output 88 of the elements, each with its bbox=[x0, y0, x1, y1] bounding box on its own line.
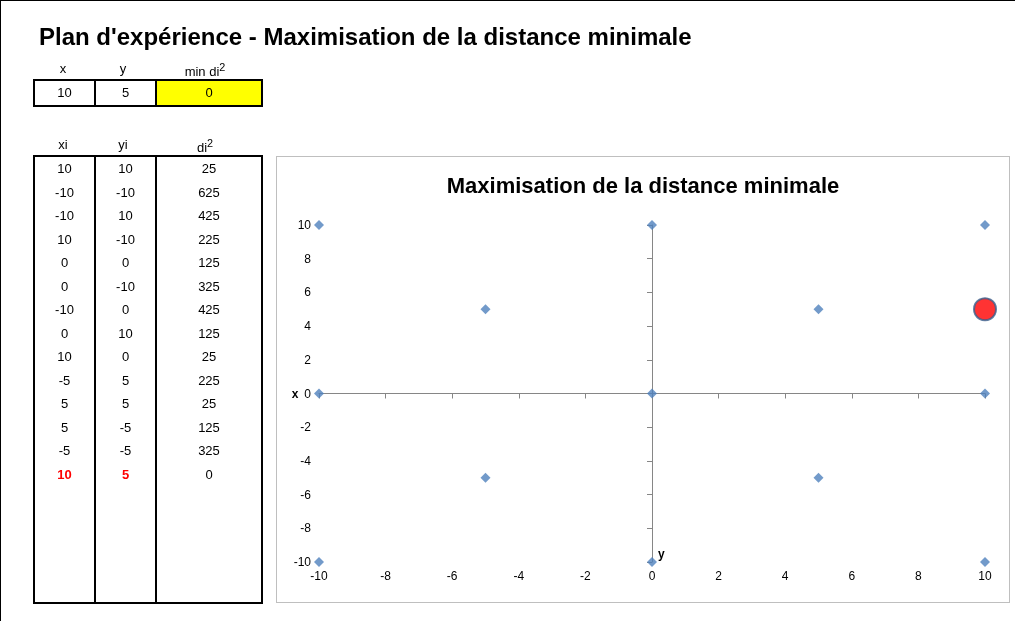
category-label: yi bbox=[117, 137, 129, 154]
x-tick-label: -8 bbox=[380, 569, 392, 583]
text: 5 bbox=[96, 81, 155, 105]
text: -10 bbox=[54, 301, 75, 320]
point bbox=[813, 472, 824, 483]
text: -5 bbox=[118, 418, 133, 437]
point bbox=[314, 388, 324, 399]
x-tick-label: 0 bbox=[648, 569, 656, 583]
text: 425 bbox=[197, 301, 221, 320]
text: 5 bbox=[120, 465, 131, 484]
text: 0 bbox=[120, 254, 131, 273]
y-axis-title: y bbox=[658, 547, 665, 561]
text: 25 bbox=[200, 348, 218, 367]
text: 5 bbox=[120, 395, 131, 414]
y-tick-label: 8 bbox=[304, 251, 312, 266]
chart-title: Maximisation de la distance minimale bbox=[446, 172, 840, 198]
text: 225 bbox=[197, 230, 221, 249]
text: 10 bbox=[56, 230, 73, 249]
x-tick-label: -2 bbox=[580, 569, 592, 583]
text: 125 bbox=[197, 254, 221, 273]
text: -5 bbox=[57, 371, 72, 390]
text: 10 bbox=[56, 465, 73, 484]
text: 0 bbox=[204, 465, 214, 484]
point bbox=[647, 388, 657, 399]
y-tick-label: -4 bbox=[300, 453, 312, 468]
text: 425 bbox=[197, 207, 221, 226]
point bbox=[980, 220, 990, 230]
x-axis-title: x bbox=[291, 386, 299, 401]
text: Plan d'expérience - Maximisation de la distance minimale bbox=[39, 23, 692, 51]
text: 125 bbox=[197, 324, 221, 343]
point bbox=[314, 220, 324, 230]
x-tick-label: 2 bbox=[715, 569, 723, 583]
point bbox=[480, 304, 491, 315]
point bbox=[813, 304, 824, 315]
category-label: y bbox=[118, 61, 128, 78]
text: -10 bbox=[54, 207, 75, 226]
y-tick-label: -8 bbox=[300, 521, 312, 536]
text: 25 bbox=[200, 395, 218, 414]
text: 0 bbox=[59, 277, 70, 296]
text: 325 bbox=[197, 442, 221, 461]
category-label: min di$^{2}$ bbox=[183, 61, 227, 80]
y-tick-label: 6 bbox=[304, 285, 312, 300]
text: 0 bbox=[120, 301, 131, 320]
text: 0 bbox=[120, 348, 131, 367]
text: 10 bbox=[56, 160, 73, 179]
text: 5 bbox=[59, 418, 70, 437]
text: 10 bbox=[56, 84, 73, 103]
text: 325 bbox=[197, 277, 221, 296]
category-label: xi bbox=[57, 137, 69, 154]
text: -10 bbox=[115, 277, 136, 296]
y-tick-label: 2 bbox=[304, 352, 312, 367]
text: -5 bbox=[118, 442, 133, 461]
y-tick-label: -10 bbox=[293, 555, 312, 569]
text: -10 bbox=[115, 230, 136, 249]
y-tick-label: 0 bbox=[304, 386, 312, 401]
text: -10 bbox=[115, 183, 136, 202]
x-tick-label: -4 bbox=[513, 569, 525, 583]
point bbox=[980, 557, 990, 567]
y-tick-label: 10 bbox=[297, 218, 312, 232]
text: 10 bbox=[56, 348, 73, 367]
text: 5 bbox=[120, 371, 131, 390]
point bbox=[973, 297, 997, 322]
text: -10 bbox=[54, 183, 75, 202]
x-tick-label: 4 bbox=[781, 569, 789, 583]
category-label: x bbox=[58, 61, 68, 78]
text: 5 bbox=[59, 395, 70, 414]
y-tick-label: -2 bbox=[300, 420, 312, 435]
y-tick-label: -6 bbox=[300, 487, 312, 502]
text: 10 bbox=[117, 160, 134, 179]
text: -5 bbox=[57, 442, 72, 461]
x-tick-label: 6 bbox=[848, 569, 856, 583]
x-tick-label: 10 bbox=[978, 569, 992, 583]
point bbox=[480, 472, 491, 483]
x-tick-label: 8 bbox=[915, 569, 923, 583]
text: 10 bbox=[117, 207, 134, 226]
category-label: di$^{2}$ bbox=[195, 137, 215, 156]
text: 25 bbox=[200, 160, 218, 179]
text: 0 bbox=[157, 81, 261, 105]
y-tick-label: 4 bbox=[304, 319, 312, 334]
text: 0 bbox=[59, 254, 70, 273]
point bbox=[980, 388, 990, 399]
x-tick-label: -6 bbox=[446, 569, 458, 583]
text: 625 bbox=[197, 183, 221, 202]
text: 225 bbox=[197, 371, 221, 390]
text: 10 bbox=[117, 324, 134, 343]
point bbox=[314, 557, 324, 567]
text: 0 bbox=[59, 324, 70, 343]
text: 125 bbox=[197, 418, 221, 437]
